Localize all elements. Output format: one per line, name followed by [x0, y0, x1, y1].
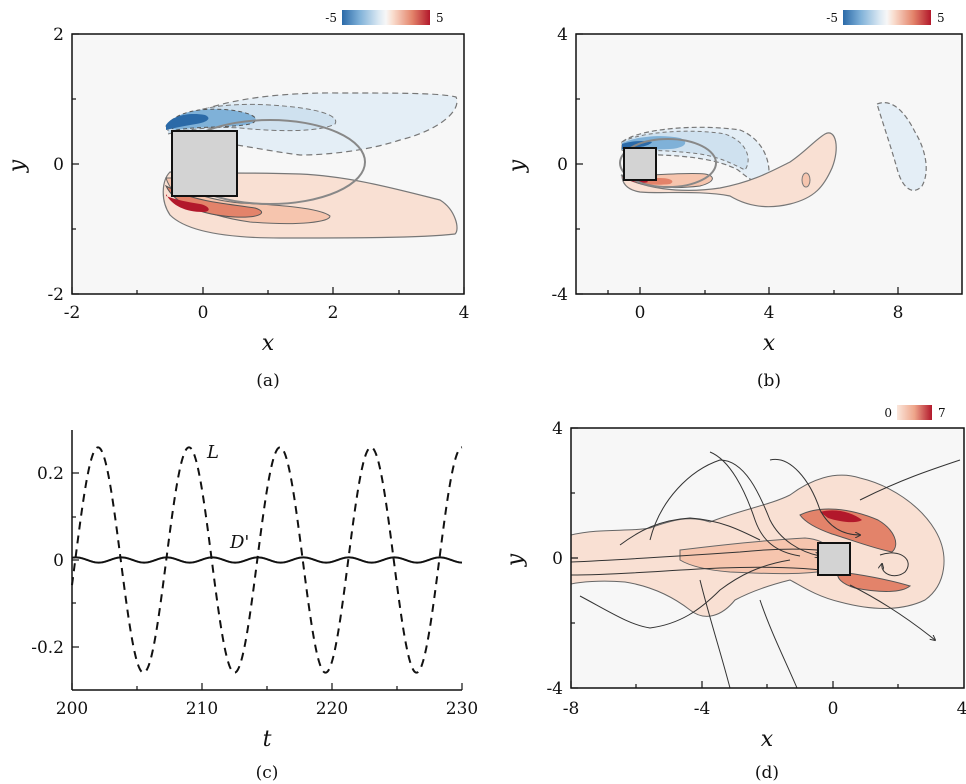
red-blob	[801, 172, 811, 188]
vorticity-contours	[571, 451, 961, 688]
y-axis-label: y	[503, 553, 528, 567]
panel-label: (c)	[256, 763, 279, 783]
series-label-lift: L	[206, 442, 219, 463]
tick-marks	[576, 33, 899, 295]
colorbar: -5 5	[325, 10, 444, 25]
streamline	[649, 459, 820, 556]
y-axis-label: y	[505, 159, 530, 173]
tick-marks	[71, 472, 463, 690]
streamline	[699, 579, 731, 688]
blue-patch-downstream	[876, 102, 927, 191]
panel-label: (b)	[757, 371, 781, 391]
cylinder-body	[817, 542, 851, 576]
series-label-drag: D'	[229, 532, 249, 553]
lift-series-line	[71, 446, 463, 674]
red-contour-4	[166, 194, 209, 212]
streamline	[769, 458, 860, 535]
x-axis-label: x	[763, 331, 776, 356]
colorbar-max: 5	[436, 11, 444, 25]
y-tick-label: 0.2	[37, 464, 64, 484]
panel-label: (d)	[755, 763, 779, 783]
x-tick-label: 0	[828, 699, 839, 719]
colorbar-min: -5	[826, 11, 838, 25]
x-tick-label: 4	[764, 303, 775, 323]
colorbar-gradient	[897, 405, 932, 420]
y-tick-label: 4	[552, 419, 563, 439]
streamline	[619, 517, 761, 546]
time-series	[71, 446, 463, 674]
y-tick-label: -2	[47, 285, 64, 305]
blue-contour-4	[166, 114, 209, 130]
y-tick-label: 2	[53, 25, 64, 45]
plot-area	[72, 34, 464, 294]
streamline	[849, 584, 935, 640]
panel-d: -8 -4 0 4 -4 0 4 x y (d) 0 7	[503, 405, 966, 783]
x-tick-label: -2	[64, 303, 81, 323]
x-tick-label: 220	[316, 699, 348, 719]
x-tick-label: 4	[459, 303, 470, 323]
y-tick-label: 0	[53, 155, 64, 175]
x-tick-label: 200	[56, 699, 88, 719]
streamlines	[571, 451, 961, 688]
y-axis-label: y	[5, 159, 30, 173]
recirculation-line	[619, 138, 717, 188]
x-axis-label: t	[263, 727, 272, 752]
colorbar-gradient	[342, 10, 430, 25]
x-tick-label: 210	[186, 699, 218, 719]
colorbar: 0 7	[884, 405, 946, 420]
cylinder-body	[171, 130, 238, 197]
colorbar-gradient	[843, 10, 931, 25]
y-tick-label: -4	[551, 285, 568, 305]
tick-marks	[71, 33, 465, 295]
panel-a: -2 0 2 4 -2 0 2 x y (a) -5 5	[5, 10, 469, 391]
streamline	[579, 559, 791, 629]
wake-contour-3	[799, 508, 897, 553]
x-tick-label: 4	[957, 699, 966, 719]
streamline	[759, 599, 798, 688]
y-tick-label: 0	[552, 549, 563, 569]
streamline	[709, 451, 801, 557]
y-tick-label: -4	[546, 679, 563, 699]
streamline	[880, 552, 909, 577]
panel-label: (a)	[256, 371, 279, 391]
streamline	[571, 549, 835, 563]
panel-c: 200 210 220 230 -0.2 0 0.2 t L D' (c)	[31, 430, 478, 783]
x-tick-label: -8	[563, 699, 580, 719]
colorbar: -5 5	[826, 10, 945, 25]
y-tick-label: 4	[557, 25, 568, 45]
panel-b: 0 4 8 -4 0 4 x y (b) -5 5	[505, 10, 963, 391]
colorbar-max: 5	[937, 11, 945, 25]
wake-contour-5	[837, 571, 912, 592]
drag-series-line	[71, 556, 463, 564]
wake-contour-4	[820, 510, 862, 523]
tick-marks	[570, 427, 899, 689]
colorbar-min: 0	[884, 406, 892, 420]
vorticity-contours	[619, 102, 927, 208]
y-tick-label: -0.2	[31, 638, 64, 658]
x-tick-label: 230	[446, 699, 478, 719]
x-tick-label: 8	[893, 303, 904, 323]
streamline	[859, 459, 961, 501]
x-tick-label: -4	[694, 699, 711, 719]
y-tick-label: 0	[557, 155, 568, 175]
x-axis-label: x	[761, 727, 774, 752]
colorbar-min: -5	[325, 11, 337, 25]
x-tick-label: 0	[198, 303, 209, 323]
x-axis-label: x	[262, 331, 275, 356]
colorbar-max: 7	[938, 406, 946, 420]
red-contour-outer	[621, 132, 837, 208]
vorticity-contours	[162, 92, 458, 239]
streamline	[571, 566, 840, 576]
x-tick-label: 0	[635, 303, 646, 323]
x-tick-label: 2	[328, 303, 339, 323]
y-tick-label: 0	[53, 551, 64, 571]
cylinder-body	[623, 147, 657, 181]
